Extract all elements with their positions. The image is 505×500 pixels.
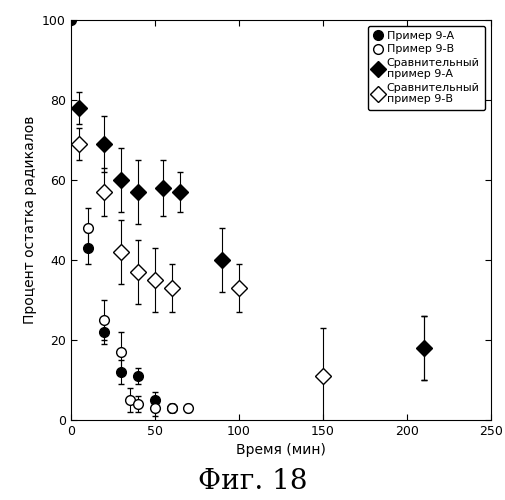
Legend: Пример 9-А, Пример 9-В, Сравнительный
пример 9-А, Сравнительный
пример 9-В: Пример 9-А, Пример 9-В, Сравнительный пр… <box>367 26 484 110</box>
Text: Фиг. 18: Фиг. 18 <box>198 468 307 495</box>
Y-axis label: Процент остатка радикалов: Процент остатка радикалов <box>23 116 36 324</box>
X-axis label: Время (мин): Время (мин) <box>235 444 325 458</box>
